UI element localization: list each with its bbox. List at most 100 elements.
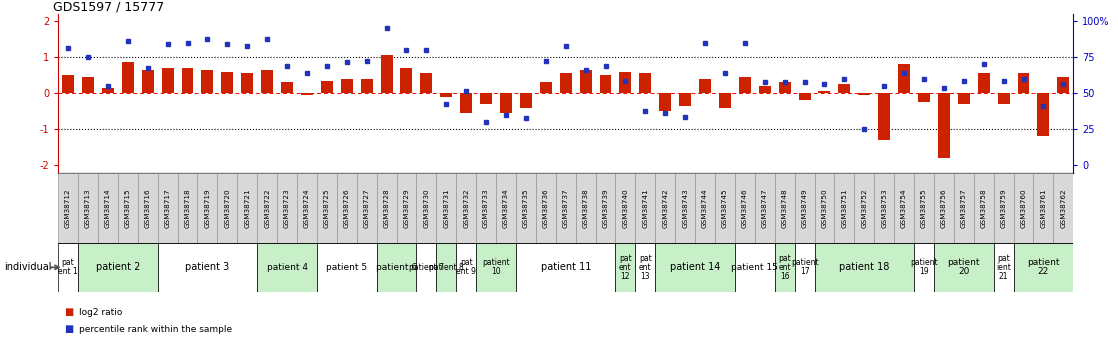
Text: GSM38741: GSM38741 xyxy=(643,188,648,228)
Text: GSM38748: GSM38748 xyxy=(781,188,788,228)
Bar xyxy=(78,172,98,243)
Bar xyxy=(619,71,632,93)
Bar xyxy=(818,91,831,93)
Text: patient 14: patient 14 xyxy=(670,263,720,272)
Text: patient 4: patient 4 xyxy=(266,263,307,272)
Text: GSM38715: GSM38715 xyxy=(125,188,131,228)
Text: pat
ient
21: pat ient 21 xyxy=(996,254,1011,281)
Bar xyxy=(599,75,612,93)
Bar xyxy=(297,172,316,243)
Bar xyxy=(58,172,78,243)
Text: patient
20: patient 20 xyxy=(948,258,980,276)
Text: individual: individual xyxy=(4,263,51,272)
Text: GSM38743: GSM38743 xyxy=(682,188,689,228)
Text: GSM38760: GSM38760 xyxy=(1021,188,1026,228)
Bar xyxy=(954,172,974,243)
Bar xyxy=(616,172,635,243)
Text: patient 18: patient 18 xyxy=(840,263,890,272)
Bar xyxy=(221,71,234,93)
Bar xyxy=(515,172,536,243)
Text: patient 7: patient 7 xyxy=(409,263,444,272)
Bar xyxy=(122,62,134,93)
Bar xyxy=(994,243,1014,292)
Bar xyxy=(918,93,930,102)
Bar xyxy=(102,88,114,93)
Bar xyxy=(879,93,890,140)
Bar xyxy=(436,172,456,243)
Bar xyxy=(759,86,770,93)
Bar xyxy=(915,172,934,243)
Text: GSM38761: GSM38761 xyxy=(1041,188,1046,228)
Bar xyxy=(1014,172,1033,243)
Bar xyxy=(635,172,655,243)
Text: patient 11: patient 11 xyxy=(540,263,591,272)
Bar xyxy=(798,93,811,100)
Text: GSM38714: GSM38714 xyxy=(105,188,111,228)
Bar xyxy=(1014,243,1073,292)
Bar xyxy=(397,172,416,243)
Bar xyxy=(735,243,775,292)
Bar xyxy=(795,172,815,243)
Text: GSM38740: GSM38740 xyxy=(623,188,628,228)
Bar xyxy=(815,172,834,243)
Text: GSM38746: GSM38746 xyxy=(742,188,748,228)
Text: patient 2: patient 2 xyxy=(96,263,140,272)
Text: pat
ent 1: pat ent 1 xyxy=(58,258,78,276)
Bar xyxy=(301,93,313,95)
Bar xyxy=(859,93,870,95)
Text: GSM38720: GSM38720 xyxy=(225,188,230,228)
Bar xyxy=(795,243,815,292)
Bar xyxy=(616,243,635,292)
Bar xyxy=(739,77,751,93)
Bar xyxy=(142,70,153,93)
Bar xyxy=(978,73,989,93)
Text: GDS1597 / 15777: GDS1597 / 15777 xyxy=(53,1,164,14)
Bar xyxy=(201,70,214,93)
Bar xyxy=(815,243,915,292)
Text: GSM38723: GSM38723 xyxy=(284,188,290,228)
Text: pat
ent
12: pat ent 12 xyxy=(619,254,632,281)
Bar xyxy=(377,172,397,243)
Bar xyxy=(560,73,571,93)
Text: GSM38726: GSM38726 xyxy=(343,188,350,228)
Bar xyxy=(556,172,576,243)
Bar xyxy=(476,172,496,243)
Text: GSM38719: GSM38719 xyxy=(205,188,210,228)
Bar xyxy=(316,172,337,243)
Bar xyxy=(536,172,556,243)
Text: GSM38733: GSM38733 xyxy=(483,188,489,228)
Text: GSM38747: GSM38747 xyxy=(761,188,768,228)
Bar xyxy=(874,172,894,243)
Text: GSM38736: GSM38736 xyxy=(543,188,549,228)
Bar xyxy=(262,70,273,93)
Bar xyxy=(834,172,854,243)
Text: GSM38752: GSM38752 xyxy=(861,188,868,228)
Bar xyxy=(934,243,994,292)
Bar xyxy=(217,172,237,243)
Bar xyxy=(635,243,655,292)
Bar xyxy=(934,172,954,243)
Text: patient 15: patient 15 xyxy=(731,263,778,272)
Bar xyxy=(456,172,476,243)
Bar xyxy=(198,172,217,243)
Text: GSM38738: GSM38738 xyxy=(582,188,588,228)
Text: GSM38742: GSM38742 xyxy=(662,188,669,228)
Text: ■: ■ xyxy=(64,307,73,317)
Bar xyxy=(898,64,910,93)
Bar xyxy=(716,172,735,243)
Text: patient 8: patient 8 xyxy=(429,263,464,272)
Text: GSM38713: GSM38713 xyxy=(85,188,91,228)
Bar xyxy=(997,93,1010,104)
Text: GSM38732: GSM38732 xyxy=(463,188,470,228)
Text: GSM38757: GSM38757 xyxy=(960,188,967,228)
Bar xyxy=(257,243,316,292)
Text: GSM38754: GSM38754 xyxy=(901,188,907,228)
Text: pat
ent
16: pat ent 16 xyxy=(778,254,792,281)
Bar xyxy=(117,172,138,243)
Bar xyxy=(78,243,158,292)
Text: ■: ■ xyxy=(64,325,73,334)
Text: pat
ent
13: pat ent 13 xyxy=(639,254,652,281)
Text: GSM38731: GSM38731 xyxy=(443,188,449,228)
Bar xyxy=(480,93,492,104)
Text: GSM38725: GSM38725 xyxy=(324,188,330,228)
